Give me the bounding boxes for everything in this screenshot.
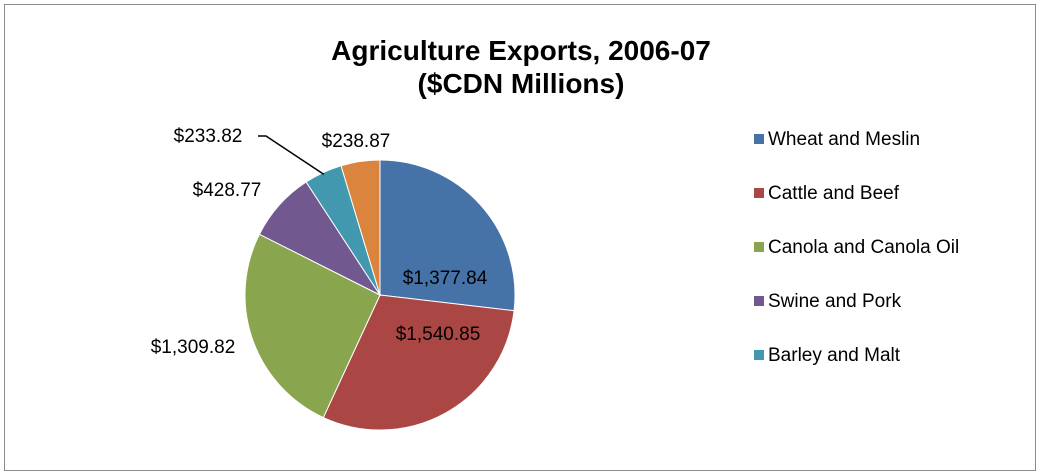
data-label: $1,377.84 [403, 268, 488, 289]
data-label: $1,540.85 [396, 324, 481, 345]
legend: Wheat and Meslin Cattle and Beef Canola an… [754, 129, 959, 366]
leader-line [258, 135, 325, 176]
legend-label: Swine and Pork [768, 291, 902, 312]
data-label: $233.82 [174, 126, 243, 147]
legend-swatch [754, 188, 764, 198]
legend-label: Barley and Malt [768, 345, 901, 366]
data-labels: $1,377.84 $1,540.85 $1,309.82 $428.77 $233.8… [151, 126, 488, 358]
pie-slice [244, 233, 381, 419]
legend-swatch [754, 350, 764, 360]
legend-label: Wheat and Meslin [768, 129, 920, 150]
data-label: $428.77 [193, 180, 262, 201]
legend-swatch [754, 242, 764, 252]
legend-label: Cattle and Beef [768, 183, 900, 204]
chart-title-line-2: ($CDN Millions) [418, 68, 625, 99]
chart-title-line-1: Agriculture Exports, 2006-07 [331, 35, 711, 66]
chart-area: Agriculture Exports, 2006-07 ($CDN Milli… [4, 4, 1036, 471]
data-label: $1,309.82 [151, 337, 236, 358]
data-label: $238.87 [322, 131, 391, 152]
legend-label: Canola and Canola Oil [768, 237, 959, 258]
pie-chart: Agriculture Exports, 2006-07 ($CDN Milli… [151, 35, 959, 431]
legend-swatch [754, 134, 764, 144]
pie-slices [244, 159, 516, 431]
pie-slice [322, 294, 515, 431]
legend-swatch [754, 296, 764, 306]
pie-slice [340, 159, 381, 296]
pie-slice [379, 159, 516, 312]
